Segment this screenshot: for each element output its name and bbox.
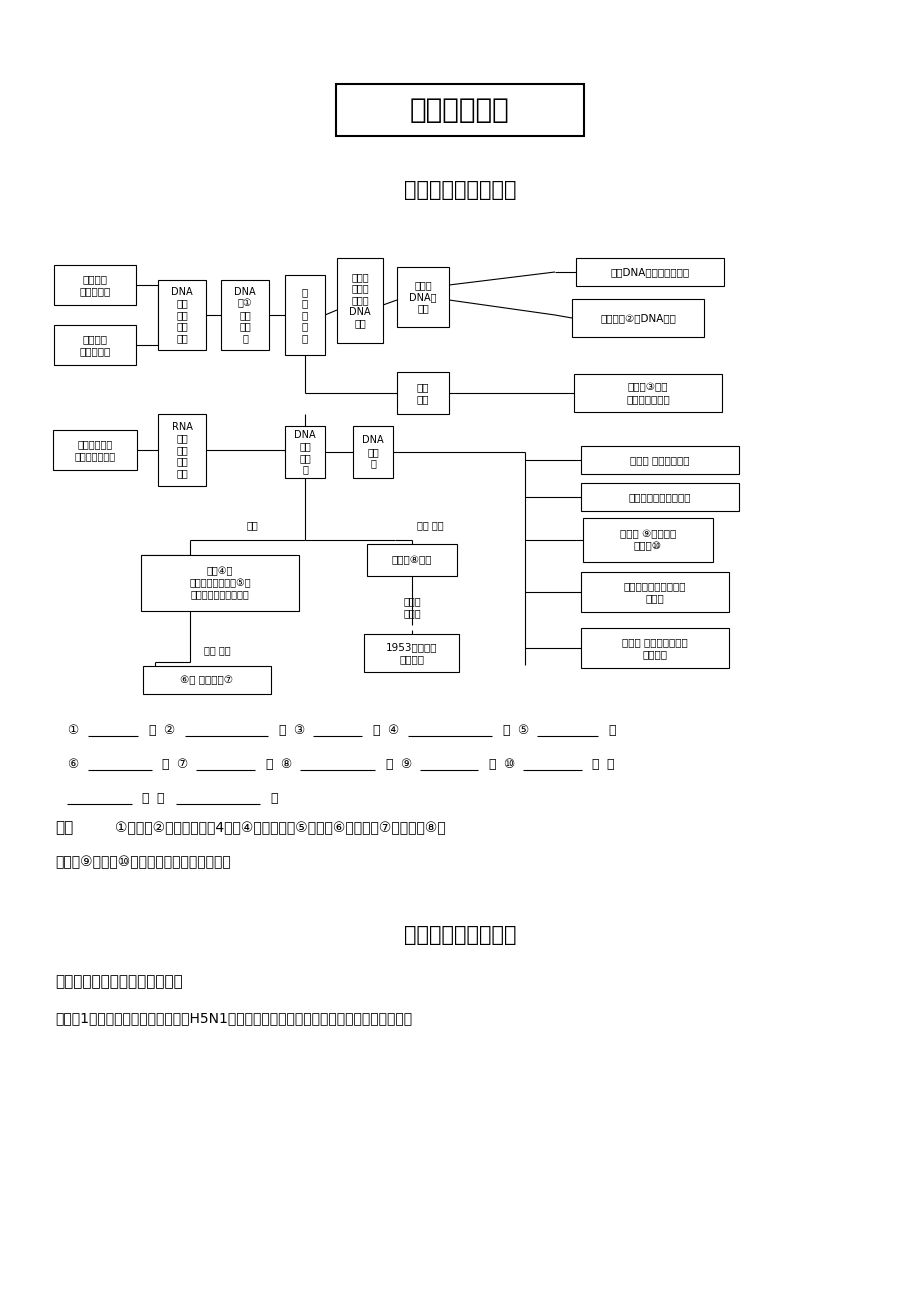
FancyBboxPatch shape [397,267,448,327]
Text: 《典例1》有人试图通过实验来了解H5N1禽流感病毒侵入家禽的一些过程。设计实验如图：: 《典例1》有人试图通过实验来了解H5N1禽流感病毒侵入家禽的一些过程。设计实验如… [55,1010,412,1025]
Text: DNA
是遗
传物
质的
证据: DNA 是遗 传物 质的 证据 [171,286,193,344]
FancyBboxPatch shape [336,258,382,342]
Text: 特点: 特点 [246,519,257,530]
Text: ；: ； [265,758,272,771]
Text: 烟草花叶病毒
感染烟草的实验: 烟草花叶病毒 感染烟草的实验 [74,439,116,461]
FancyBboxPatch shape [158,414,206,486]
Text: 噜菌体侵
染细菌实验: 噜菌体侵 染细菌实验 [79,335,110,355]
Text: ；: ； [371,724,380,737]
FancyBboxPatch shape [575,258,723,286]
Text: 特点：边解旋边复制、
⑪复制: 特点：边解旋边复制、 ⑪复制 [623,581,686,603]
Text: ⑥： 多样性：⑦: ⑥： 多样性：⑦ [180,674,233,685]
Text: 空间 结构: 空间 结构 [416,519,443,530]
FancyBboxPatch shape [53,430,137,470]
Text: ；: ； [161,758,168,771]
Text: 基因是有②的DNA片段: 基因是有②的DNA片段 [599,312,675,323]
FancyBboxPatch shape [581,572,728,612]
Text: 整合重点　提升技能: 整合重点 提升技能 [403,924,516,945]
Text: 章末整合提升: 章末整合提升 [410,96,509,124]
Text: ⑧: ⑧ [279,758,291,771]
FancyBboxPatch shape [581,483,738,510]
Text: 。: 。 [269,792,278,805]
FancyBboxPatch shape [158,280,206,350]
Text: ；: ； [502,724,509,737]
Text: 蒋藏在③碗基
的排列顺序之中: 蒋藏在③碗基 的排列顺序之中 [626,383,669,404]
Text: DNA
是①
的遗
传物
质: DNA 是① 的遗 传物 质 [234,286,255,344]
Text: 构建者
及时间: 构建者 及时间 [403,596,420,618]
Text: ；: ； [487,758,495,771]
Text: ⑫: ⑫ [156,792,164,805]
FancyBboxPatch shape [573,374,721,411]
FancyBboxPatch shape [572,299,703,337]
Text: 每个DNA上分布多个基因: 每个DNA上分布多个基因 [610,267,689,277]
FancyBboxPatch shape [141,555,299,611]
Text: ；: ； [590,758,598,771]
Text: 方法一　巧解同位素标记噜菌体: 方法一 巧解同位素标记噜菌体 [55,974,183,990]
FancyBboxPatch shape [364,634,459,672]
Text: RNA
是遗
传物
质的
证据: RNA 是遗 传物 质的 证据 [171,422,192,478]
FancyBboxPatch shape [142,667,271,694]
Text: 肺炎双球
菌转化实验: 肺炎双球 菌转化实验 [79,275,110,296]
FancyBboxPatch shape [285,426,324,478]
Text: ；: ； [141,792,148,805]
FancyBboxPatch shape [583,518,712,562]
Text: ⑦: ⑦ [176,758,187,771]
Text: 答案: 答案 [55,820,74,836]
FancyBboxPatch shape [353,426,392,478]
Text: ①主要　②遗传效应　⍂4种　④反向平行　⑤外侧　⑥稳定性　⑦特异性　⑧双: ①主要 ②遗传效应 ⍂4种 ④反向平行 ⑤外侧 ⑥稳定性 ⑦特异性 ⑧双 [115,822,446,835]
Text: ⑤: ⑤ [516,724,528,737]
Text: ；: ； [148,724,155,737]
Text: DNA
的复
制: DNA 的复 制 [362,435,383,469]
Text: ③: ③ [292,724,304,737]
Text: 规则的⑧结构: 规则的⑧结构 [391,555,432,565]
Text: ④: ④ [387,724,398,737]
Text: 基
因
的
本
质: 基 因 的 本 质 [301,286,308,344]
Text: ①: ① [67,724,78,737]
Text: 功能 特性: 功能 特性 [203,644,230,655]
Text: ⑥: ⑥ [67,758,78,771]
Text: 条件： ⑨、原料、
能量、⑩: 条件： ⑨、原料、 能量、⑩ [619,529,675,551]
FancyBboxPatch shape [54,326,136,365]
FancyBboxPatch shape [581,447,738,474]
Text: DNA
分子
的结
构: DNA 分子 的结 构 [294,430,315,474]
Text: 时间： 细胞分裂间期: 时间： 细胞分裂间期 [630,454,689,465]
Text: 1953年，沃森
和克里克: 1953年，沃森 和克里克 [386,642,437,664]
Text: ⑨: ⑨ [400,758,411,771]
FancyBboxPatch shape [581,628,728,668]
FancyBboxPatch shape [221,280,268,350]
Text: ⑩: ⑩ [503,758,514,771]
Text: 遗传
信息: 遗传 信息 [416,383,429,404]
Text: 双链④；
磷酸、脱氧核糖在⑤；
碗基在内侧构成碗基对: 双链④； 磷酸、脱氧核糖在⑤； 碗基在内侧构成碗基对 [189,566,251,600]
FancyBboxPatch shape [397,372,448,414]
FancyBboxPatch shape [285,275,324,355]
Text: ⑪: ⑪ [606,758,613,771]
Text: 意义： 保留亲子代之间
⑫的稳定: 意义： 保留亲子代之间 ⑫的稳定 [621,637,687,659]
Text: 基因是
有遗传
效应的
DNA
片段: 基因是 有遗传 效应的 DNA 片段 [349,272,370,328]
Text: ；: ； [607,724,615,737]
FancyBboxPatch shape [367,544,457,575]
Text: 荑旋　⑨模板　⑩酶　⑪半保留　⑫遗传信息: 荑旋 ⑨模板 ⑩酶 ⑪半保留 ⑫遗传信息 [55,855,231,868]
Text: 梁理知识　构建纲要: 梁理知识 构建纲要 [403,180,516,201]
FancyBboxPatch shape [335,85,584,135]
Text: 基因与
DNA的
关系: 基因与 DNA的 关系 [409,280,437,314]
Text: ；: ； [278,724,285,737]
Text: ；: ； [384,758,392,771]
Text: 场所：主要在细胞核中: 场所：主要在细胞核中 [628,492,690,503]
Text: ②: ② [163,724,174,737]
FancyBboxPatch shape [54,266,136,305]
